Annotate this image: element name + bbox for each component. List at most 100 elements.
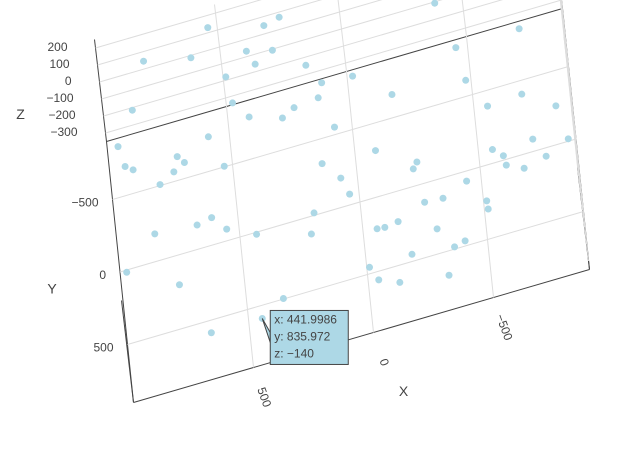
point (207, 329, 215, 337)
point (170, 168, 178, 176)
tooltip-box (269, 309, 349, 365)
y-grid-line (119, 138, 577, 273)
point (114, 143, 122, 151)
point (123, 268, 131, 276)
point (229, 99, 237, 107)
point (388, 90, 396, 98)
point (175, 281, 183, 289)
z-tick-label: −300 (50, 125, 77, 139)
point (278, 114, 286, 122)
grid-layer (94, 0, 590, 403)
point (451, 243, 459, 251)
tooltip-line: z: −140 (274, 347, 314, 361)
point (223, 225, 231, 233)
hover-tooltip: x: 441.9986 y: 835.972 z: −140 (261, 309, 349, 365)
z-axis-title: Z (16, 106, 25, 122)
point (275, 13, 283, 21)
z-grid-line (560, 0, 581, 194)
z-grid-line (559, 0, 579, 177)
point (290, 104, 298, 112)
y-tick-label: −500 (71, 196, 98, 210)
x-grid-line (461, 0, 467, 37)
label-layer: −500 0 500 −500 0 500 −300 −200 −100 0 100 200 X Y Zx:… (16, 40, 515, 409)
box-edge (94, 39, 107, 142)
point (409, 165, 417, 173)
z-grid-line (99, 0, 383, 83)
point (129, 166, 137, 174)
point (462, 76, 470, 84)
point (366, 263, 374, 271)
point (375, 276, 383, 284)
point (337, 174, 345, 182)
point (279, 295, 287, 302)
point (156, 181, 164, 189)
point (433, 225, 441, 233)
point (268, 46, 276, 54)
point (520, 164, 528, 172)
point (552, 102, 560, 110)
point (346, 190, 354, 198)
point (381, 223, 389, 231)
point (222, 73, 230, 81)
point (461, 237, 469, 245)
point (193, 221, 201, 229)
point (484, 102, 492, 110)
point (330, 123, 338, 131)
point (373, 225, 381, 233)
point (564, 135, 572, 143)
tooltip-line: x: 441.9986 (274, 313, 337, 327)
point (208, 214, 216, 222)
point (515, 25, 523, 33)
point (187, 54, 195, 62)
x-grid-line (214, 4, 227, 107)
tooltip-line: y: 835.972 (274, 330, 330, 344)
point (394, 218, 402, 226)
z-grid-line (105, 0, 562, 134)
point (302, 61, 310, 69)
point (529, 135, 537, 143)
z-tick-label: 0 (65, 74, 72, 88)
point (396, 278, 404, 286)
point (204, 133, 212, 141)
point (499, 152, 507, 160)
x-grid-line (337, 0, 347, 72)
x-axis-title: X (399, 383, 409, 399)
point (140, 57, 148, 65)
y-tick-label: 0 (99, 268, 106, 282)
point (151, 230, 159, 238)
point (421, 198, 429, 206)
point (408, 250, 416, 258)
point (245, 113, 253, 121)
point (431, 0, 439, 7)
point (502, 161, 510, 169)
y-grid-line (112, 66, 569, 200)
point (318, 160, 326, 168)
y-grid-line (127, 211, 584, 345)
z-tick-label: 200 (47, 40, 67, 54)
point (413, 158, 421, 166)
x-tick-label: 0 (377, 357, 393, 368)
point (371, 147, 379, 155)
point (242, 47, 250, 55)
point (318, 79, 326, 87)
point (488, 146, 496, 154)
point (260, 22, 268, 30)
point (253, 230, 261, 238)
point (310, 209, 318, 217)
y-tick-label: 500 (93, 341, 113, 355)
box-edge (121, 300, 134, 403)
tooltip-pointer (261, 318, 271, 343)
point (251, 60, 259, 68)
point (439, 194, 447, 202)
box-edge (133, 269, 590, 403)
point (220, 162, 228, 170)
point (128, 106, 136, 114)
point (173, 153, 181, 161)
z-grid-line (95, 0, 262, 49)
point (314, 94, 322, 102)
point (307, 230, 315, 238)
point (349, 72, 357, 80)
x-tick-label: −500 (493, 312, 516, 342)
